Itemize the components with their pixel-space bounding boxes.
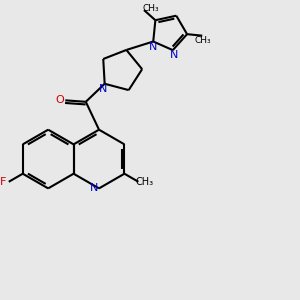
Text: N: N — [148, 42, 157, 52]
Text: CH₃: CH₃ — [194, 36, 211, 45]
Text: F: F — [0, 177, 7, 187]
Text: N: N — [99, 84, 107, 94]
Text: CH₃: CH₃ — [142, 4, 159, 13]
Text: CH₃: CH₃ — [136, 177, 154, 187]
Text: N: N — [170, 50, 178, 60]
Text: O: O — [55, 95, 64, 105]
Text: N: N — [89, 183, 98, 194]
